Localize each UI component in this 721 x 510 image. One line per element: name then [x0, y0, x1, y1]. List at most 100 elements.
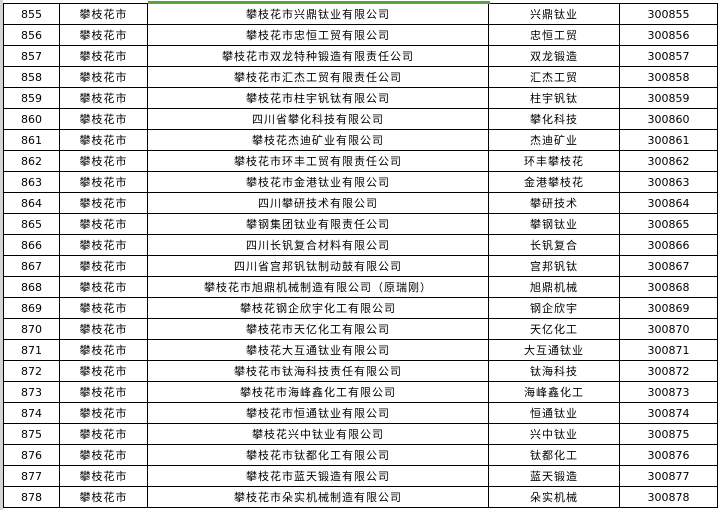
cell-city[interactable]: 攀枝花市 — [59, 24, 148, 46]
cell-code[interactable]: 300869 — [619, 297, 718, 319]
cell-short-name[interactable]: 攀钢钛业 — [488, 213, 620, 235]
cell-city[interactable]: 攀枝花市 — [59, 234, 148, 256]
cell-number[interactable]: 863 — [3, 171, 60, 193]
cell-short-name[interactable]: 海峰鑫化工 — [488, 381, 620, 403]
cell-number[interactable]: 867 — [3, 255, 60, 277]
cell-number[interactable]: 870 — [3, 318, 60, 340]
cell-code[interactable]: 300860 — [619, 108, 718, 130]
cell-code[interactable]: 300874 — [619, 402, 718, 424]
cell-code[interactable]: 300871 — [619, 339, 718, 361]
cell-code[interactable]: 300870 — [619, 318, 718, 340]
cell-city[interactable]: 攀枝花市 — [59, 150, 148, 172]
cell-company[interactable]: 攀枝花市海峰鑫化工有限公司 — [147, 381, 489, 403]
cell-company[interactable]: 攀枝花市汇杰工贸有限责任公司 — [147, 66, 489, 88]
cell-city[interactable]: 攀枝花市 — [59, 192, 148, 214]
cell-short-name[interactable]: 朵实机械 — [488, 486, 620, 508]
cell-code[interactable]: 300863 — [619, 171, 718, 193]
cell-city[interactable]: 攀枝花市 — [59, 87, 148, 109]
cell-short-name[interactable]: 旭鼎机械 — [488, 276, 620, 298]
cell-city[interactable]: 攀枝花市 — [59, 402, 148, 424]
cell-number[interactable]: 878 — [3, 486, 60, 508]
cell-code[interactable]: 300855 — [619, 3, 718, 25]
cell-short-name[interactable]: 钛都化工 — [488, 444, 620, 466]
cell-company[interactable]: 攀枝花市恒通钛业有限公司 — [147, 402, 489, 424]
cell-short-name[interactable]: 长钒复合 — [488, 234, 620, 256]
cell-city[interactable]: 攀枝花市 — [59, 3, 148, 25]
cell-short-name[interactable]: 蓝天锻造 — [488, 465, 620, 487]
cell-company[interactable]: 攀枝花市钛海科技责任有限公司 — [147, 360, 489, 382]
cell-short-name[interactable]: 环丰攀枝花 — [488, 150, 620, 172]
cell-short-name[interactable]: 攀化科技 — [488, 108, 620, 130]
cell-short-name[interactable]: 双龙锻造 — [488, 45, 620, 67]
cell-code[interactable]: 300865 — [619, 213, 718, 235]
cell-short-name[interactable]: 汇杰工贸 — [488, 66, 620, 88]
cell-company[interactable]: 攀枝花市忠恒工贸有限公司 — [147, 24, 489, 46]
cell-company[interactable]: 攀枝花市金港钛业有限公司 — [147, 171, 489, 193]
cell-short-name[interactable]: 杰迪矿业 — [488, 129, 620, 151]
cell-number[interactable]: 857 — [3, 45, 60, 67]
cell-number[interactable]: 876 — [3, 444, 60, 466]
cell-company[interactable]: 攀钢集团钛业有限责任公司 — [147, 213, 489, 235]
cell-city[interactable]: 攀枝花市 — [59, 339, 148, 361]
cell-city[interactable]: 攀枝花市 — [59, 45, 148, 67]
cell-city[interactable]: 攀枝花市 — [59, 486, 148, 508]
cell-company[interactable]: 攀枝花市柱宇钒钛有限公司 — [147, 87, 489, 109]
cell-code[interactable]: 300866 — [619, 234, 718, 256]
cell-company[interactable]: 攀枝花市天亿化工有限公司 — [147, 318, 489, 340]
cell-number[interactable]: 869 — [3, 297, 60, 319]
cell-company[interactable]: 攀枝花兴中钛业有限公司 — [147, 423, 489, 445]
cell-city[interactable]: 攀枝花市 — [59, 276, 148, 298]
cell-number[interactable]: 877 — [3, 465, 60, 487]
cell-company[interactable]: 攀枝花市兴鼎钛业有限公司 — [147, 3, 489, 25]
cell-city[interactable]: 攀枝花市 — [59, 297, 148, 319]
cell-company[interactable]: 攀枝花市环丰工贸有限责任公司 — [147, 150, 489, 172]
cell-city[interactable]: 攀枝花市 — [59, 66, 148, 88]
cell-city[interactable]: 攀枝花市 — [59, 423, 148, 445]
cell-short-name[interactable]: 钛海科技 — [488, 360, 620, 382]
cell-code[interactable]: 300861 — [619, 129, 718, 151]
cell-code[interactable]: 300864 — [619, 192, 718, 214]
cell-company[interactable]: 攀枝花杰迪矿业有限公司 — [147, 129, 489, 151]
cell-city[interactable]: 攀枝花市 — [59, 381, 148, 403]
cell-number[interactable]: 855 — [3, 3, 60, 25]
cell-company[interactable]: 四川省攀化科技有限公司 — [147, 108, 489, 130]
cell-company[interactable]: 四川省宫邦钒钛制动鼓有限公司 — [147, 255, 489, 277]
cell-code[interactable]: 300858 — [619, 66, 718, 88]
cell-company[interactable]: 攀枝花市蓝天锻造有限公司 — [147, 465, 489, 487]
cell-number[interactable]: 858 — [3, 66, 60, 88]
cell-number[interactable]: 861 — [3, 129, 60, 151]
cell-company[interactable]: 四川长钒复合材料有限公司 — [147, 234, 489, 256]
cell-code[interactable]: 300878 — [619, 486, 718, 508]
cell-code[interactable]: 300877 — [619, 465, 718, 487]
cell-city[interactable]: 攀枝花市 — [59, 255, 148, 277]
cell-short-name[interactable]: 宫邦钒钛 — [488, 255, 620, 277]
cell-city[interactable]: 攀枝花市 — [59, 444, 148, 466]
cell-company[interactable]: 攀枝花市朵实机械制造有限公司 — [147, 486, 489, 508]
cell-short-name[interactable]: 恒通钛业 — [488, 402, 620, 424]
cell-number[interactable]: 868 — [3, 276, 60, 298]
cell-short-name[interactable]: 大互通钛业 — [488, 339, 620, 361]
cell-short-name[interactable]: 天亿化工 — [488, 318, 620, 340]
cell-code[interactable]: 300872 — [619, 360, 718, 382]
cell-company[interactable]: 攀枝花大互通钛业有限公司 — [147, 339, 489, 361]
cell-code[interactable]: 300873 — [619, 381, 718, 403]
cell-number[interactable]: 859 — [3, 87, 60, 109]
cell-number[interactable]: 860 — [3, 108, 60, 130]
cell-number[interactable]: 864 — [3, 192, 60, 214]
cell-city[interactable]: 攀枝花市 — [59, 108, 148, 130]
cell-code[interactable]: 300876 — [619, 444, 718, 466]
cell-company[interactable]: 攀枝花市旭鼎机械制造有限公司（原瑞刚） — [147, 276, 489, 298]
cell-short-name[interactable]: 金港攀枝花 — [488, 171, 620, 193]
cell-number[interactable]: 872 — [3, 360, 60, 382]
cell-city[interactable]: 攀枝花市 — [59, 318, 148, 340]
cell-company[interactable]: 攀枝花钢企欣宇化工有限公司 — [147, 297, 489, 319]
cell-code[interactable]: 300875 — [619, 423, 718, 445]
cell-number[interactable]: 865 — [3, 213, 60, 235]
cell-number[interactable]: 874 — [3, 402, 60, 424]
cell-code[interactable]: 300867 — [619, 255, 718, 277]
cell-city[interactable]: 攀枝花市 — [59, 171, 148, 193]
cell-number[interactable]: 866 — [3, 234, 60, 256]
cell-number[interactable]: 873 — [3, 381, 60, 403]
cell-company[interactable]: 攀枝花市双龙特种锻造有限责任公司 — [147, 45, 489, 67]
cell-city[interactable]: 攀枝花市 — [59, 129, 148, 151]
